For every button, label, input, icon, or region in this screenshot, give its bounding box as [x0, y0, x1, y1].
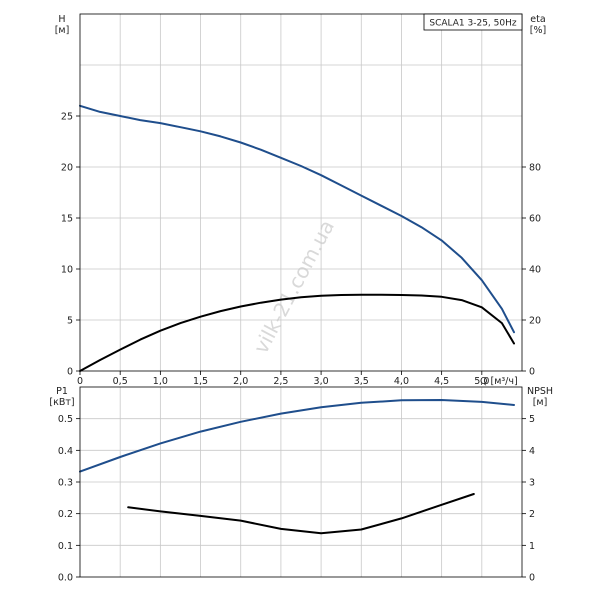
x-tick-label: 4,5	[434, 376, 449, 387]
p1-axis-title: P1 [кВт]	[49, 386, 74, 408]
npsh-tick-label: 4	[529, 446, 535, 457]
x-tick-label: 0,5	[113, 376, 128, 387]
efficiency-curve	[79, 293, 515, 372]
x-tick-label: 4,0	[394, 376, 409, 387]
p1-tick-label: 0.3	[58, 478, 73, 489]
y-axis-title: H [м]	[55, 14, 70, 36]
y-tick-label: 0	[67, 367, 73, 378]
chart-title: SCALA1 3-25, 50Hz	[429, 19, 516, 29]
p1-tick-label: 0.4	[58, 446, 73, 457]
npsh-curve	[127, 493, 475, 535]
p1-tick-label: 0.1	[58, 541, 73, 552]
y2-tick-label: 0	[529, 367, 535, 378]
x-tick-label: 1,0	[153, 376, 168, 387]
x-tick-label: 2,5	[273, 376, 288, 387]
y-tick-label: 25	[61, 112, 73, 123]
npsh-tick-label: 3	[529, 478, 535, 489]
npsh-axis-title: NPSH [м]	[527, 386, 553, 408]
y-tick-label: 20	[61, 163, 73, 174]
bottom-chart-labels: 0.0 0.1 0.2 0.3 0.4 0.5 0 1 2 3 4 5 P1 [кВт] NPSH [м]	[49, 386, 553, 584]
npsh-tick-label: 5	[529, 414, 535, 425]
top-chart-labels: 0 5 10 15 20 25 0 20 40 60 80 0 0,5 1,0 1,5 2,0 2,5 3,0 3,…	[55, 14, 547, 387]
x-tick-label: 2,0	[233, 376, 248, 387]
y2-axis-title: eta [%]	[530, 14, 546, 36]
y-tick-label: 10	[61, 265, 73, 276]
y2-tick-label: 80	[529, 163, 541, 174]
watermark: vilk-21.com.ua	[249, 216, 339, 358]
top-chart-curves	[79, 104, 515, 372]
chart-title-box	[423, 13, 523, 31]
npsh-tick-label: 0	[529, 573, 535, 584]
x-tick-label: 5,0	[474, 376, 489, 387]
power-curve	[79, 399, 515, 473]
y-tick-label: 15	[61, 214, 73, 225]
top-chart-grid	[80, 14, 522, 371]
p1-tick-label: 0.5	[58, 414, 73, 425]
bottom-chart-grid	[80, 387, 522, 577]
x-tick-label: 3,5	[354, 376, 369, 387]
bottom-chart-curves	[79, 399, 515, 535]
top-chart-frame	[79, 13, 523, 372]
y2-tick-label: 40	[529, 265, 541, 276]
x-axis-title: Q [м³/ч]	[480, 376, 518, 387]
head-curve	[79, 104, 515, 334]
x-tick-label: 0	[77, 376, 83, 387]
p1-tick-label: 0.0	[58, 573, 73, 584]
p1-tick-label: 0.2	[58, 509, 73, 520]
y2-tick-label: 60	[529, 214, 541, 225]
npsh-tick-label: 2	[529, 509, 535, 520]
npsh-tick-label: 1	[529, 541, 535, 552]
x-tick-label: 3,0	[314, 376, 329, 387]
y-tick-label: 5	[67, 316, 73, 327]
x-tick-label: 1,5	[193, 376, 208, 387]
y2-tick-label: 20	[529, 316, 541, 327]
